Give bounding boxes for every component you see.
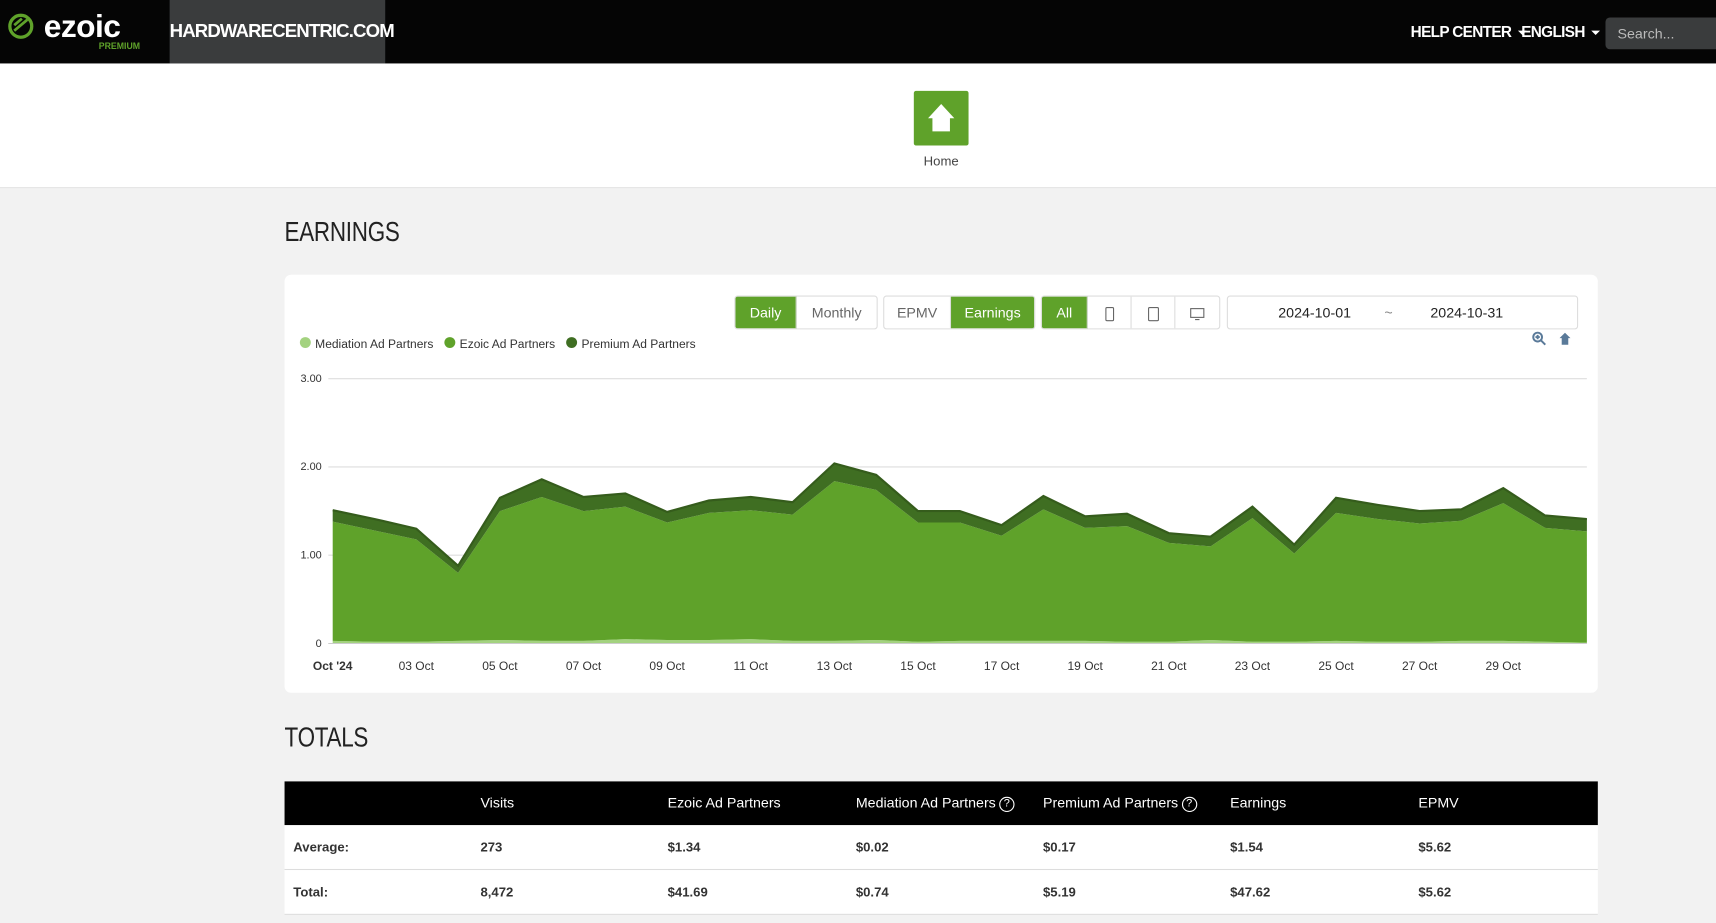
table-row: Average: 273 $1.34 $0.02 $0.17 $1.54 $5.62 bbox=[284, 825, 1598, 871]
table-cell: $41.69 bbox=[667, 884, 708, 900]
x-tick-label: 09 Oct bbox=[649, 659, 685, 673]
y-tick-label: 1.00 bbox=[300, 550, 321, 562]
table-cell: 273 bbox=[480, 839, 503, 855]
x-tick-label: 17 Oct bbox=[984, 659, 1020, 673]
y-tick-label: 3.00 bbox=[300, 373, 321, 385]
column-header: Mediation Ad Partners? bbox=[856, 781, 1015, 825]
x-tick-label: 11 Oct bbox=[734, 659, 769, 673]
button-group: All bbox=[1040, 295, 1221, 330]
area bbox=[332, 639, 1587, 644]
table-cell: Total: bbox=[293, 884, 329, 900]
x-tick-label: 25 Oct bbox=[1318, 659, 1354, 673]
table-cell: 8,472 bbox=[480, 884, 514, 900]
section-title: EARNINGS bbox=[284, 216, 400, 248]
table-cell: $1.54 bbox=[1230, 839, 1263, 855]
logo-text: ezoic bbox=[44, 8, 121, 44]
area bbox=[332, 481, 1587, 643]
table-cell: $47.62 bbox=[1230, 884, 1271, 900]
table-cell: $0.17 bbox=[1042, 839, 1076, 855]
table-cell: Average: bbox=[293, 839, 350, 855]
button-group: Daily Monthly bbox=[734, 295, 878, 330]
table-cell: $5.62 bbox=[1418, 839, 1452, 855]
column-header: Premium Ad Partners? bbox=[1043, 781, 1197, 825]
date-start: 2024-10-01 bbox=[1278, 304, 1352, 321]
y-tick-label: 0 bbox=[316, 638, 322, 650]
x-tick-label: 21 Oct bbox=[1151, 659, 1187, 673]
legend-swatch bbox=[566, 337, 578, 349]
x-tick-label: 27 Oct bbox=[1402, 659, 1438, 673]
column-header: Visits bbox=[480, 794, 515, 811]
button-group: EPMV Earnings bbox=[883, 295, 1036, 330]
nav-item[interactable]: HELP CENTER bbox=[1410, 22, 1527, 41]
date-range[interactable]: 2024-10-01 ~ 2024-10-31 bbox=[1226, 295, 1579, 330]
site-name[interactable]: HARDWARECENTRIC.COM bbox=[169, 0, 395, 64]
device-mobile[interactable] bbox=[1088, 296, 1132, 329]
date-separator: ~ bbox=[1384, 304, 1393, 321]
help-icon[interactable]: ? bbox=[1181, 796, 1197, 812]
device-tablet[interactable] bbox=[1132, 296, 1176, 329]
chart-card: 0 1.00 2.00 3.00 Oct '24 03 Oct 05 Oct 07 Oct 09… bbox=[284, 274, 1598, 693]
area bbox=[332, 463, 1587, 573]
zoom-controls[interactable] bbox=[1532, 331, 1571, 346]
toggle-button[interactable]: Monthly bbox=[811, 304, 862, 321]
logo[interactable]: ezoic PREMIUM bbox=[0, 0, 170, 63]
x-tick-label: 19 Oct bbox=[1068, 659, 1104, 673]
toggle-button[interactable]: Daily bbox=[735, 296, 797, 329]
legend-label: Premium Ad Partners bbox=[581, 337, 695, 351]
toggle-button[interactable]: Earnings bbox=[951, 296, 1035, 329]
x-tick-label: 07 Oct bbox=[566, 659, 602, 673]
table-header: Visits Ezoic Ad Partners Mediation Ad Part… bbox=[284, 781, 1598, 826]
column-header: Ezoic Ad Partners bbox=[667, 794, 781, 811]
x-tick-label: Oct '24 bbox=[313, 659, 353, 673]
y-tick-label: 2.00 bbox=[300, 461, 321, 473]
table-cell: $0.74 bbox=[855, 884, 889, 900]
area-top-line bbox=[332, 462, 1587, 568]
table-cell: $5.62 bbox=[1418, 884, 1452, 900]
device-desktop[interactable] bbox=[1175, 297, 1219, 329]
x-tick-label: 15 Oct bbox=[900, 659, 936, 673]
help-icon[interactable]: ? bbox=[999, 796, 1015, 812]
home-label: Home bbox=[923, 153, 959, 169]
x-tick-label: 03 Oct bbox=[399, 659, 435, 673]
column-header: EPMV bbox=[1418, 794, 1459, 811]
table-cell: $0.02 bbox=[855, 839, 889, 855]
toggle-button[interactable]: EPMV bbox=[884, 296, 952, 329]
legend-swatch bbox=[444, 337, 456, 349]
totals-table: Visits Ezoic Ad Partners Mediation Ad Part… bbox=[284, 781, 1598, 915]
nav-label: HELP CENTER bbox=[1410, 22, 1512, 41]
chart: 0 1.00 2.00 3.00 Oct '24 03 Oct 05 Oct 07 Oct 09… bbox=[299, 331, 1587, 673]
legend-label: Ezoic Ad Partners bbox=[460, 337, 556, 351]
x-tick-label: 05 Oct bbox=[482, 659, 518, 673]
nav-label: ENGLISH bbox=[1521, 22, 1585, 41]
logo-badge: PREMIUM bbox=[99, 41, 140, 51]
column-header: Earnings bbox=[1230, 794, 1287, 811]
legend-swatch bbox=[299, 337, 311, 349]
x-tick-label: 29 Oct bbox=[1486, 659, 1522, 673]
section-title: TOTALS bbox=[284, 722, 369, 753]
table-row: Total: 8,472 $41.69 $0.74 $5.19 $47.62 $5.62 bbox=[284, 870, 1598, 915]
search-input[interactable]: Search... bbox=[1605, 17, 1716, 50]
top-bar: ezoic PREMIUM HARDWARECENTRIC.COM HELP C… bbox=[0, 0, 1716, 64]
table-cell: $5.19 bbox=[1042, 884, 1076, 900]
date-end: 2024-10-31 bbox=[1430, 304, 1504, 321]
nav-item[interactable]: ENGLISH bbox=[1521, 22, 1601, 41]
table-cell: $1.34 bbox=[667, 839, 701, 855]
legend-label: Mediation Ad Partners bbox=[315, 337, 433, 351]
home-button[interactable] bbox=[913, 90, 969, 146]
x-tick-label: 13 Oct bbox=[817, 659, 853, 673]
toggle-button[interactable]: All bbox=[1041, 296, 1088, 329]
home-bar: Home bbox=[0, 63, 1716, 189]
x-tick-label: 23 Oct bbox=[1235, 659, 1271, 673]
